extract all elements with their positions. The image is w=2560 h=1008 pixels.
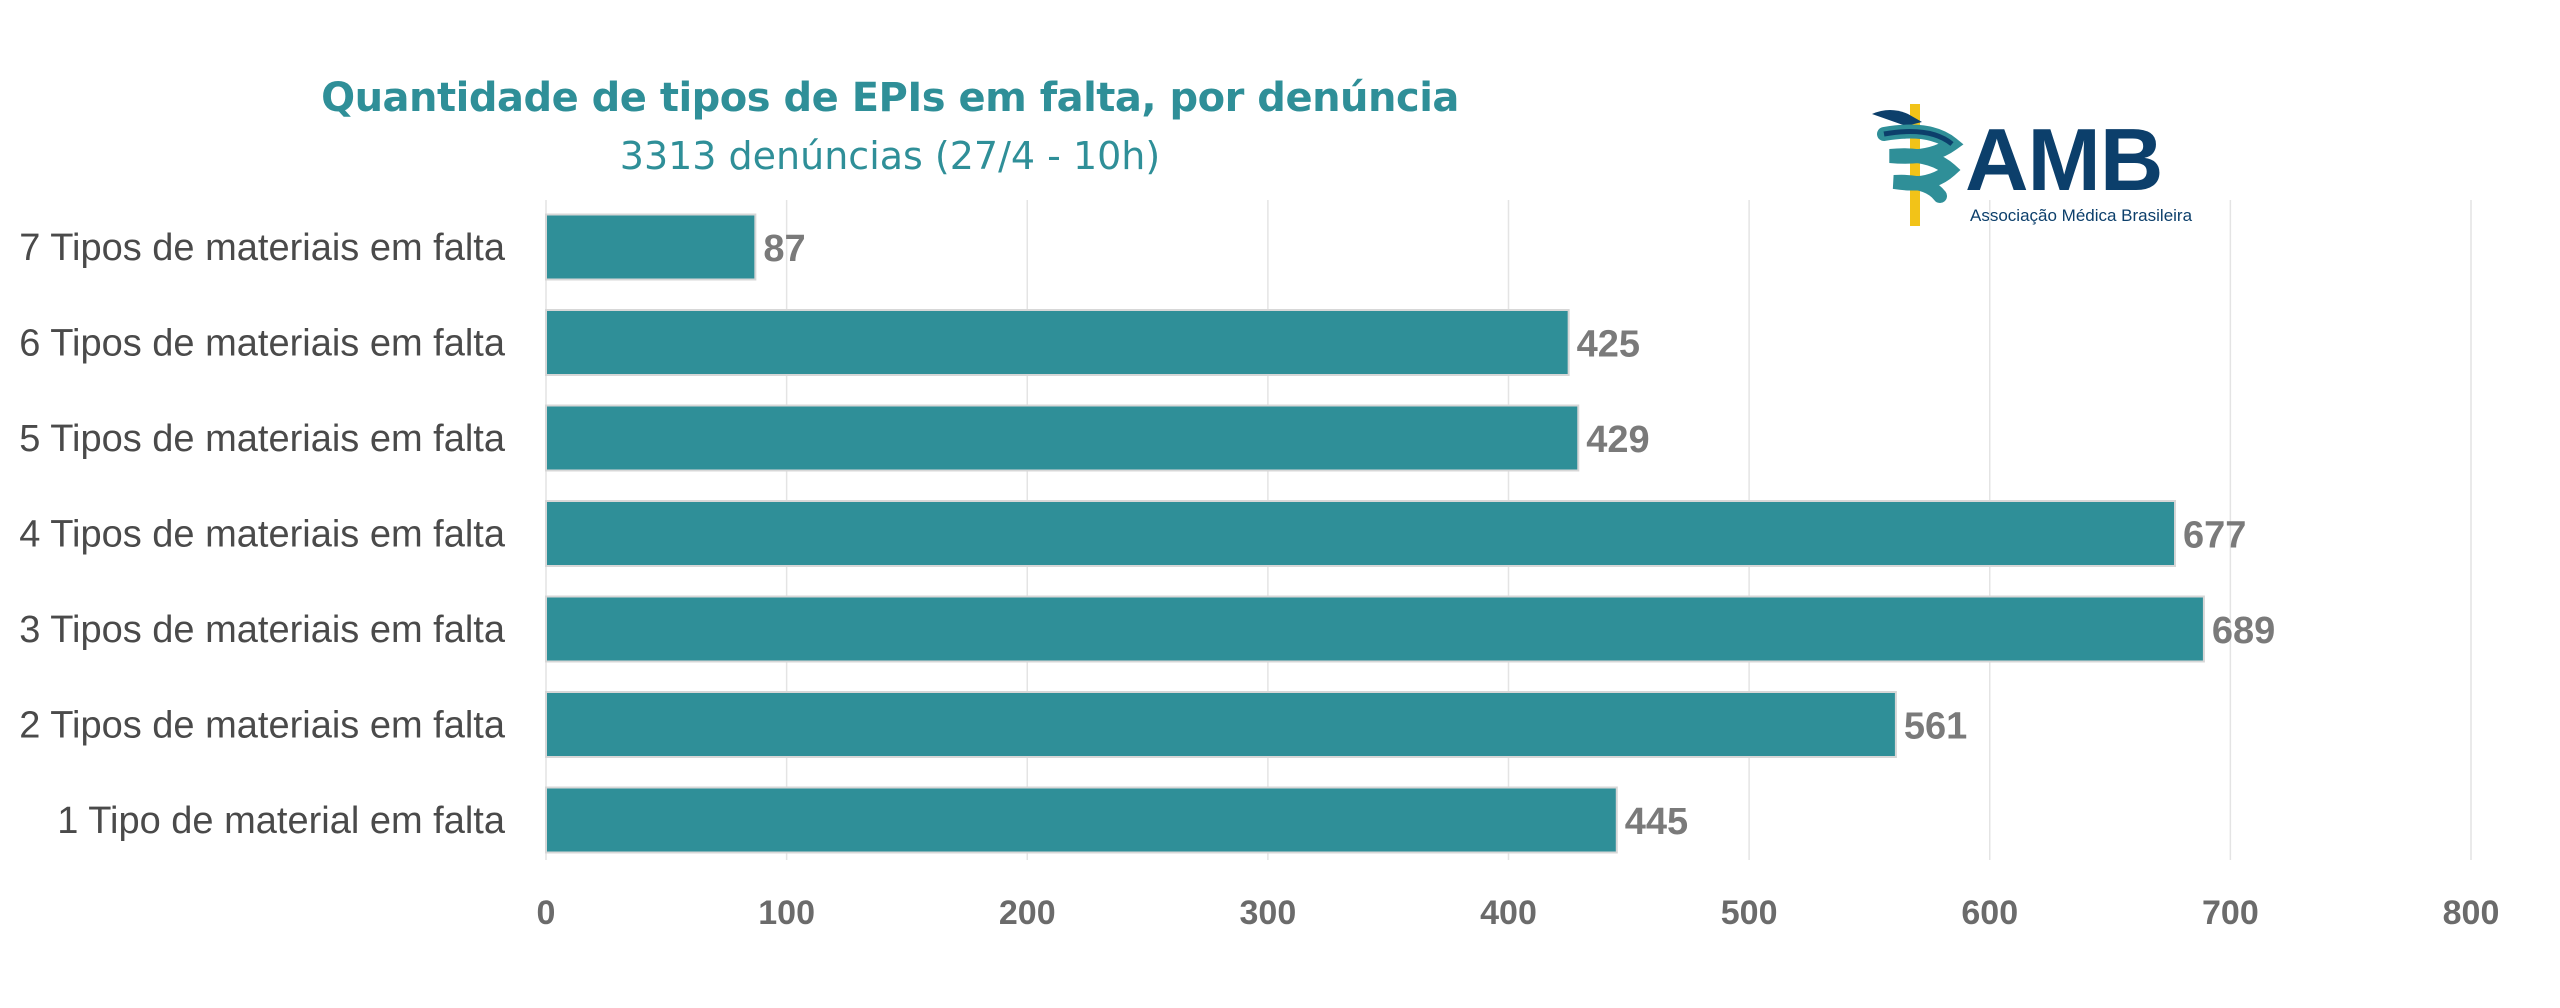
bar [545,595,2205,663]
chart-title: Quantidade de tipos de EPIs em falta, po… [321,75,1459,121]
x-tick-label: 0 [537,894,556,932]
data-label: 429 [1586,419,1649,461]
category-label: 2 Tipos de materiais em falta [19,705,506,747]
x-tick-label: 100 [758,894,815,932]
bar [545,500,2177,567]
bar [545,213,757,281]
value-labels: 87 425 429 677 689 561 445 [763,228,2275,843]
amb-logo: AMB Associação Médica Brasileira [1870,100,2200,230]
x-tick-label: 500 [1721,894,1778,932]
data-label: 689 [2212,610,2275,652]
chart-subtitle: 3313 denúncias (27/4 - 10h) [619,134,1161,178]
x-tick-label: 700 [2202,894,2259,932]
category-label: 1 Tipo de material em falta [57,800,506,842]
category-labels: 7 Tipos de materiais em falta 6 Tipos de … [19,227,506,842]
x-tick-label: 300 [1240,894,1297,932]
data-label: 445 [1625,801,1688,843]
x-tick-label: 400 [1480,894,1537,932]
x-axis-ticks: 0 100 200 300 400 500 600 700 800 [537,894,2500,932]
bar [545,404,1580,472]
data-label: 87 [763,228,805,270]
category-label: 7 Tipos de materiais em falta [19,227,506,269]
data-label: 677 [2183,515,2246,557]
x-tick-label: 600 [1961,894,2018,932]
category-label: 3 Tipos de materiais em falta [19,609,506,651]
x-tick-label: 200 [999,894,1056,932]
bar [545,691,1897,758]
caduceus-icon [1872,104,1964,226]
logo-caption: Associação Médica Brasileira [1970,206,2193,225]
bar [545,786,1618,854]
bar [545,309,1570,376]
bars [545,213,2205,854]
category-label: 4 Tipos de materiais em falta [19,514,506,556]
data-label: 561 [1904,706,1967,748]
category-label: 5 Tipos de materiais em falta [19,418,506,460]
logo-text: AMB [1965,110,2163,209]
x-tick-label: 800 [2443,894,2500,932]
category-label: 6 Tipos de materiais em falta [19,323,506,365]
data-label: 425 [1577,324,1640,366]
